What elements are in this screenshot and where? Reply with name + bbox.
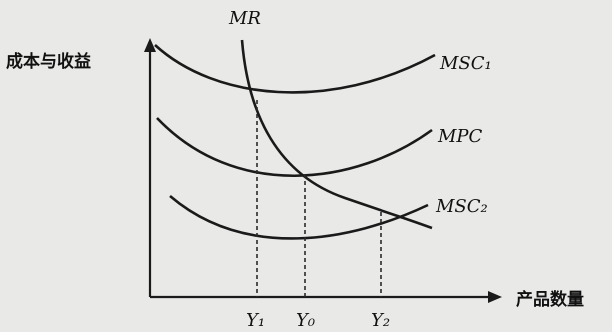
- y-axis-title: 成本与收益: [6, 51, 91, 72]
- x-axis-arrow: [488, 291, 502, 303]
- series-line-msc1: [154, 44, 436, 94]
- series-line-mpc: [156, 117, 433, 177]
- x-tick-label-y2: Y₂: [371, 310, 390, 331]
- y-axis-arrow: [144, 38, 156, 52]
- x-tick-label-y0: Y₀: [296, 310, 315, 331]
- series-line-mr: [240, 39, 433, 230]
- series-label-msc1: MSC₁: [439, 53, 492, 74]
- series-label-msc2: MSC₂: [435, 196, 488, 217]
- series-label-mpc: MPC: [437, 126, 483, 147]
- x-axis-title: 产品数量: [516, 289, 584, 310]
- series-label-mr: MR: [228, 8, 261, 29]
- x-tick-label-y1: Y₁: [246, 310, 265, 331]
- series-line-msc2: [169, 195, 429, 240]
